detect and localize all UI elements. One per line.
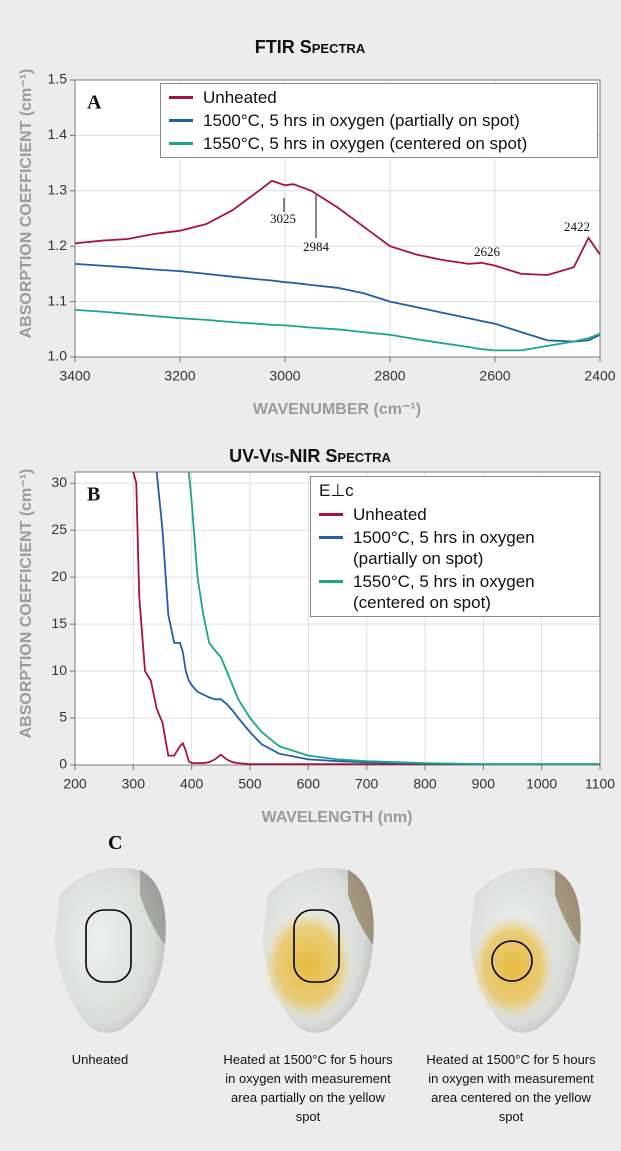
series-line xyxy=(75,179,600,276)
panel-c-label: C xyxy=(108,832,123,854)
caption: Unheated xyxy=(71,1052,129,1067)
series-line xyxy=(75,263,600,343)
x-tick-label: 3200 xyxy=(164,368,195,384)
legend-swatch xyxy=(319,536,343,539)
x-tick-label: 400 xyxy=(180,776,204,792)
plot-frame xyxy=(74,79,601,358)
x-tick-label: 1100 xyxy=(585,776,615,792)
legend-title: E⊥c xyxy=(319,481,354,500)
y-axis-label: ABSORPTION COEFFICIENT (cm⁻¹) xyxy=(18,469,35,739)
y-tick-label: 30 xyxy=(51,474,67,490)
legend-entry: Unheated xyxy=(169,86,589,109)
legend-label: 1550°C, 5 hrs in oxygen (centered on spo… xyxy=(203,134,528,153)
x-tick-label: 700 xyxy=(355,776,379,792)
y-tick-label: 1.4 xyxy=(48,126,68,142)
caption: Heated at 1500°C for 5 hours in oxygen w… xyxy=(426,1052,596,1124)
x-tick-label: 2600 xyxy=(479,368,510,384)
x-tick-label: 300 xyxy=(122,776,146,792)
legend-swatch xyxy=(169,96,193,99)
x-tick-label: 600 xyxy=(297,776,321,792)
x-tick-label: 900 xyxy=(472,776,496,792)
y-tick-label: 0 xyxy=(59,756,67,772)
chart-title: UV-Vis-NIR Spectra xyxy=(229,446,391,466)
legend-swatch xyxy=(319,513,343,516)
y-tick-label: 20 xyxy=(51,568,67,584)
y-tick-label: 1.3 xyxy=(48,182,68,198)
x-tick-label: 3400 xyxy=(59,368,90,384)
y-tick-label: 10 xyxy=(51,662,67,678)
legend-label: 1500°C, 5 hrs in oxygen (partially on sp… xyxy=(353,528,535,568)
panel-label: A xyxy=(87,92,102,114)
legend: E⊥c Unheated 1500°C, 5 hrs in oxygen (part… xyxy=(310,476,600,617)
x-tick-label: 3000 xyxy=(269,368,300,384)
annotation: 2626 xyxy=(474,244,501,259)
legend-swatch xyxy=(169,119,193,122)
x-tick-label: 200 xyxy=(63,776,87,792)
legend-entry: Unheated xyxy=(319,503,591,526)
x-tick-label: 1000 xyxy=(526,776,557,792)
photo-partial xyxy=(263,867,374,1033)
photo-unheated xyxy=(55,867,166,1033)
annotation: 3025 xyxy=(270,211,296,226)
legend-swatch xyxy=(169,142,193,145)
y-tick-label: 25 xyxy=(51,521,67,537)
series-line xyxy=(75,309,600,352)
series-line xyxy=(187,472,600,765)
legend: Unheated 1500°C, 5 hrs in oxygen (partial… xyxy=(160,83,598,158)
legend-label: Unheated xyxy=(353,505,427,524)
y-tick-label: 5 xyxy=(59,709,67,725)
annotation: 2984 xyxy=(303,239,330,254)
annotation: 2422 xyxy=(564,219,590,234)
x-tick-label: 500 xyxy=(238,776,262,792)
legend-entry: 1550°C, 5 hrs in oxygen (centered on spo… xyxy=(169,132,589,155)
x-tick-label: 2400 xyxy=(584,368,615,384)
legend-swatch xyxy=(319,580,343,583)
legend-entry: 1500°C, 5 hrs in oxygen (partially on sp… xyxy=(169,109,589,132)
x-axis-label: WAVELENGTH (nm) xyxy=(262,809,413,826)
y-tick-label: 15 xyxy=(51,615,67,631)
legend-label: Unheated xyxy=(203,88,277,107)
legend-entry: 1550°C, 5 hrs in oxygen (centered on spo… xyxy=(319,570,591,614)
photo-centered xyxy=(470,867,581,1033)
panel-label: B xyxy=(87,484,100,506)
x-tick-label: 800 xyxy=(413,776,437,792)
y-axis-label: ABSORPTION COEFFICIENT (cm⁻¹) xyxy=(18,69,35,339)
caption: Heated at 1500°C for 5 hours in oxygen w… xyxy=(223,1052,393,1124)
legend-label: 1550°C, 5 hrs in oxygen (centered on spo… xyxy=(353,572,535,612)
chart-title: FTIR Spectra xyxy=(255,37,366,57)
photos xyxy=(55,867,581,1033)
y-tick-label: 1.5 xyxy=(48,71,68,87)
x-tick-label: 2800 xyxy=(374,368,405,384)
series-line xyxy=(132,472,600,765)
legend-entry: 1500°C, 5 hrs in oxygen (partially on sp… xyxy=(319,526,591,570)
series-line xyxy=(155,472,600,765)
legend-label: 1500°C, 5 hrs in oxygen (partially on sp… xyxy=(203,111,520,130)
y-tick-label: 1.1 xyxy=(48,292,68,308)
x-axis-label: WAVENUMBER (cm⁻¹) xyxy=(253,401,421,418)
y-tick-label: 1.0 xyxy=(48,348,68,364)
y-tick-label: 1.2 xyxy=(48,237,68,253)
